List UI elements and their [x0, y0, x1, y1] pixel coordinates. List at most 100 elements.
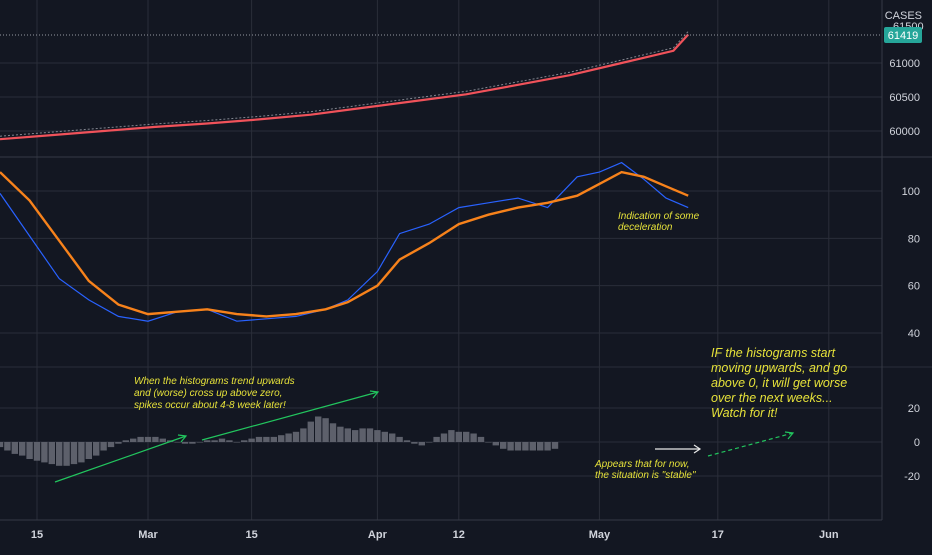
histogram-bar-14: [100, 442, 107, 451]
histogram-bar-1: [4, 442, 11, 451]
histogram-bar-75: [551, 442, 559, 449]
histogram-bar-43: [315, 416, 322, 442]
histogram-bar-41: [300, 428, 307, 442]
white-arrow-head: [693, 444, 702, 454]
histogram-tick-label-2: -20: [904, 471, 920, 483]
x-tick-label-7: Jun: [819, 529, 839, 541]
annotation-stable-line-1: Appears that for now,: [594, 459, 690, 470]
histogram-bar-73: [537, 442, 544, 451]
histogram-bar-21: [152, 436, 159, 442]
histogram-bar-56: [411, 442, 418, 444]
histogram-bar-15: [107, 442, 115, 448]
annotation-warning-line-1: IF the histograms start: [711, 346, 836, 360]
histogram-bar-3: [19, 442, 26, 456]
histogram-bar-4: [26, 442, 33, 459]
histogram-bar-5: [33, 442, 41, 461]
histogram-bar-67: [492, 442, 499, 446]
histogram-bar-47: [344, 428, 351, 442]
histogram-bar-70: [514, 442, 522, 451]
histogram-bar-31: [226, 440, 233, 442]
oscillator-fast-line: [0, 161, 689, 322]
histogram-bar-49: [359, 428, 366, 442]
histogram-bar-68: [500, 442, 507, 449]
oscillator-tick-label-1: 80: [908, 233, 920, 245]
dashed-green-arrow-head: [784, 431, 795, 440]
annotation-warning-line-3: above 0, it will get worse: [711, 376, 847, 390]
histogram-bar-6: [41, 442, 48, 463]
annotation-warning-line-2: moving upwards, and go: [711, 361, 847, 375]
annotation-histogram-trend-line-2: and (worse) cross up above zero,: [134, 388, 282, 399]
annotation-histogram-trend: When the histograms trend upwards and (w…: [134, 376, 297, 411]
green-arrow-lower: [54, 435, 187, 483]
histogram-bar-62: [455, 431, 462, 442]
vertical-gridlines: [36, 0, 830, 520]
histogram-bar-61: [448, 430, 455, 442]
last-value-badge: [884, 27, 922, 43]
oscillator-tick-label-2: 60: [908, 281, 920, 293]
histogram-bar-66: [485, 442, 492, 443]
histogram-bar-71: [522, 442, 529, 451]
histogram-axis-ticks: 20 0 -20: [904, 403, 920, 483]
oscillator-tick-label-3: 40: [908, 328, 920, 340]
histogram-bar-12: [85, 442, 92, 459]
histogram-bar-65: [477, 436, 485, 442]
histogram-bar-28: [204, 440, 211, 442]
histogram-bar-33: [241, 440, 248, 442]
histogram-bar-35: [255, 436, 263, 442]
histogram-bar-38: [278, 435, 285, 442]
oscillator-tick-label-0: 100: [902, 186, 920, 198]
price-tick-label-0: 61000: [889, 58, 920, 70]
histogram-bar-18: [130, 438, 137, 442]
histogram-bar-29: [211, 440, 218, 442]
histogram-tick-label-0: 20: [908, 403, 920, 415]
annotation-warning-line-5: Watch for it!: [711, 406, 778, 420]
histogram-bar-72: [529, 442, 536, 451]
histogram-bar-20: [144, 436, 152, 442]
oscillator-pane: [0, 161, 689, 322]
time-axis-ticks: 15 Mar 15 Apr 12 May 17 Jun: [31, 529, 839, 541]
histogram-bar-25: [181, 442, 189, 444]
histogram-bar-30: [218, 438, 226, 442]
histogram-bar-7: [48, 442, 55, 465]
histogram-bar-42: [307, 421, 314, 442]
histogram-bar-24: [174, 442, 181, 443]
histogram-bar-26: [189, 442, 196, 444]
histogram-bar-13: [93, 442, 100, 456]
histogram-bar-44: [322, 418, 329, 442]
x-tick-label-5: May: [589, 529, 611, 541]
histogram-bar-34: [248, 438, 255, 442]
histogram-bar-58: [426, 442, 433, 443]
histogram-bar-50: [366, 428, 374, 442]
histogram-bar-60: [440, 433, 448, 442]
histogram-bar-32: [233, 442, 240, 443]
histogram-bar-59: [433, 436, 440, 442]
histogram-bar-55: [403, 440, 411, 442]
annotation-warning: IF the histograms start moving upwards, …: [711, 346, 851, 420]
histogram-bar-53: [389, 433, 396, 442]
annotation-stable: Appears that for now, the situation is "…: [594, 459, 696, 481]
histogram-bar-54: [396, 436, 403, 442]
histogram-bar-8: [56, 442, 63, 466]
price-pane: [0, 31, 690, 141]
annotation-deceleration: Indication of some deceleration: [618, 211, 702, 233]
histogram-bar-57: [418, 442, 425, 446]
x-tick-label-1: Mar: [138, 529, 158, 541]
histogram-bar-69: [507, 442, 514, 451]
oscillator-slow-line: [0, 170, 689, 318]
oscillator-axis-ticks: 100 80 60 40: [902, 186, 920, 340]
price-series-line: [0, 33, 690, 141]
histogram-bar-74: [544, 442, 551, 451]
green-arrow-upper-head: [369, 390, 380, 399]
x-tick-label-0: 15: [31, 529, 43, 541]
x-tick-label-3: Apr: [368, 529, 388, 541]
histogram-bar-39: [285, 433, 292, 442]
histogram-bar-10: [70, 442, 78, 465]
price-tick-label-2: 60000: [889, 126, 920, 138]
histogram-bar-52: [381, 431, 388, 442]
histogram-bar-40: [292, 431, 300, 442]
histogram-bar-22: [159, 438, 166, 442]
histogram-bar-46: [337, 426, 344, 442]
annotation-histogram-trend-line-1: When the histograms trend upwards: [134, 376, 295, 387]
